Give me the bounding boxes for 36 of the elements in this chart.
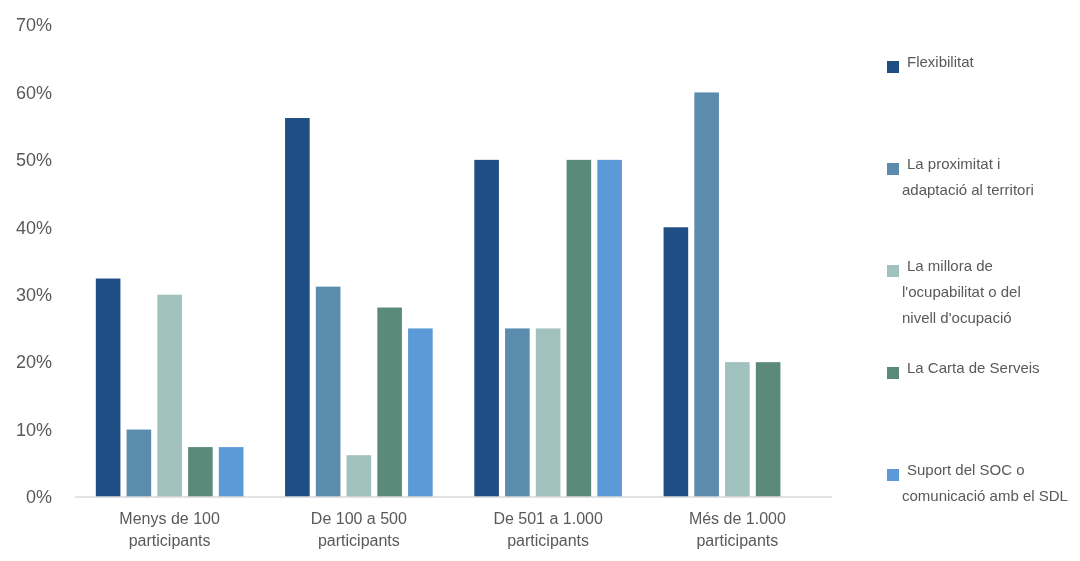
bar xyxy=(285,118,310,497)
bar xyxy=(157,294,182,497)
bar xyxy=(755,362,781,497)
y-tick-label: 0% xyxy=(25,487,52,508)
y-tick-label: 40% xyxy=(15,217,52,238)
y-tick-label: 70% xyxy=(15,15,52,36)
x-tick-label: De 100 a 500 participants xyxy=(310,510,408,549)
bar xyxy=(566,159,592,497)
bar xyxy=(597,159,622,497)
y-tick-label: 10% xyxy=(15,419,52,440)
y-tick-label: 60% xyxy=(15,82,52,103)
bar xyxy=(218,447,244,497)
bar xyxy=(663,227,689,497)
x-tick-label: Més de 1.000 participants xyxy=(688,510,786,549)
legend-label: La Carta de Serveis xyxy=(907,359,1040,376)
x-tick-label: Menys de 100 participants xyxy=(119,510,220,549)
legend-label: Suport del SOC o comunicació amb el SDL xyxy=(902,461,1068,504)
bar xyxy=(408,328,433,497)
y-tick-label: 30% xyxy=(15,285,52,306)
y-tick-label: 50% xyxy=(15,150,52,171)
bar xyxy=(725,362,750,497)
x-tick-label: De 501 a 1.000 participants xyxy=(493,510,603,549)
bar xyxy=(126,429,152,497)
bar xyxy=(505,328,530,497)
bar xyxy=(188,447,213,497)
y-tick-label: 20% xyxy=(15,352,52,373)
legend-label: Flexibilitat xyxy=(907,53,975,70)
bar xyxy=(346,455,372,497)
bar xyxy=(694,92,719,497)
bar xyxy=(535,328,561,497)
bar xyxy=(315,286,341,497)
bar xyxy=(95,278,121,497)
legend-label: La proximitat i adaptació al territori xyxy=(902,155,1034,198)
legend-label: La millora de l'ocupabilitat o del nivell d'ocupació xyxy=(902,257,1021,326)
bar xyxy=(377,307,402,497)
bar xyxy=(474,159,499,497)
